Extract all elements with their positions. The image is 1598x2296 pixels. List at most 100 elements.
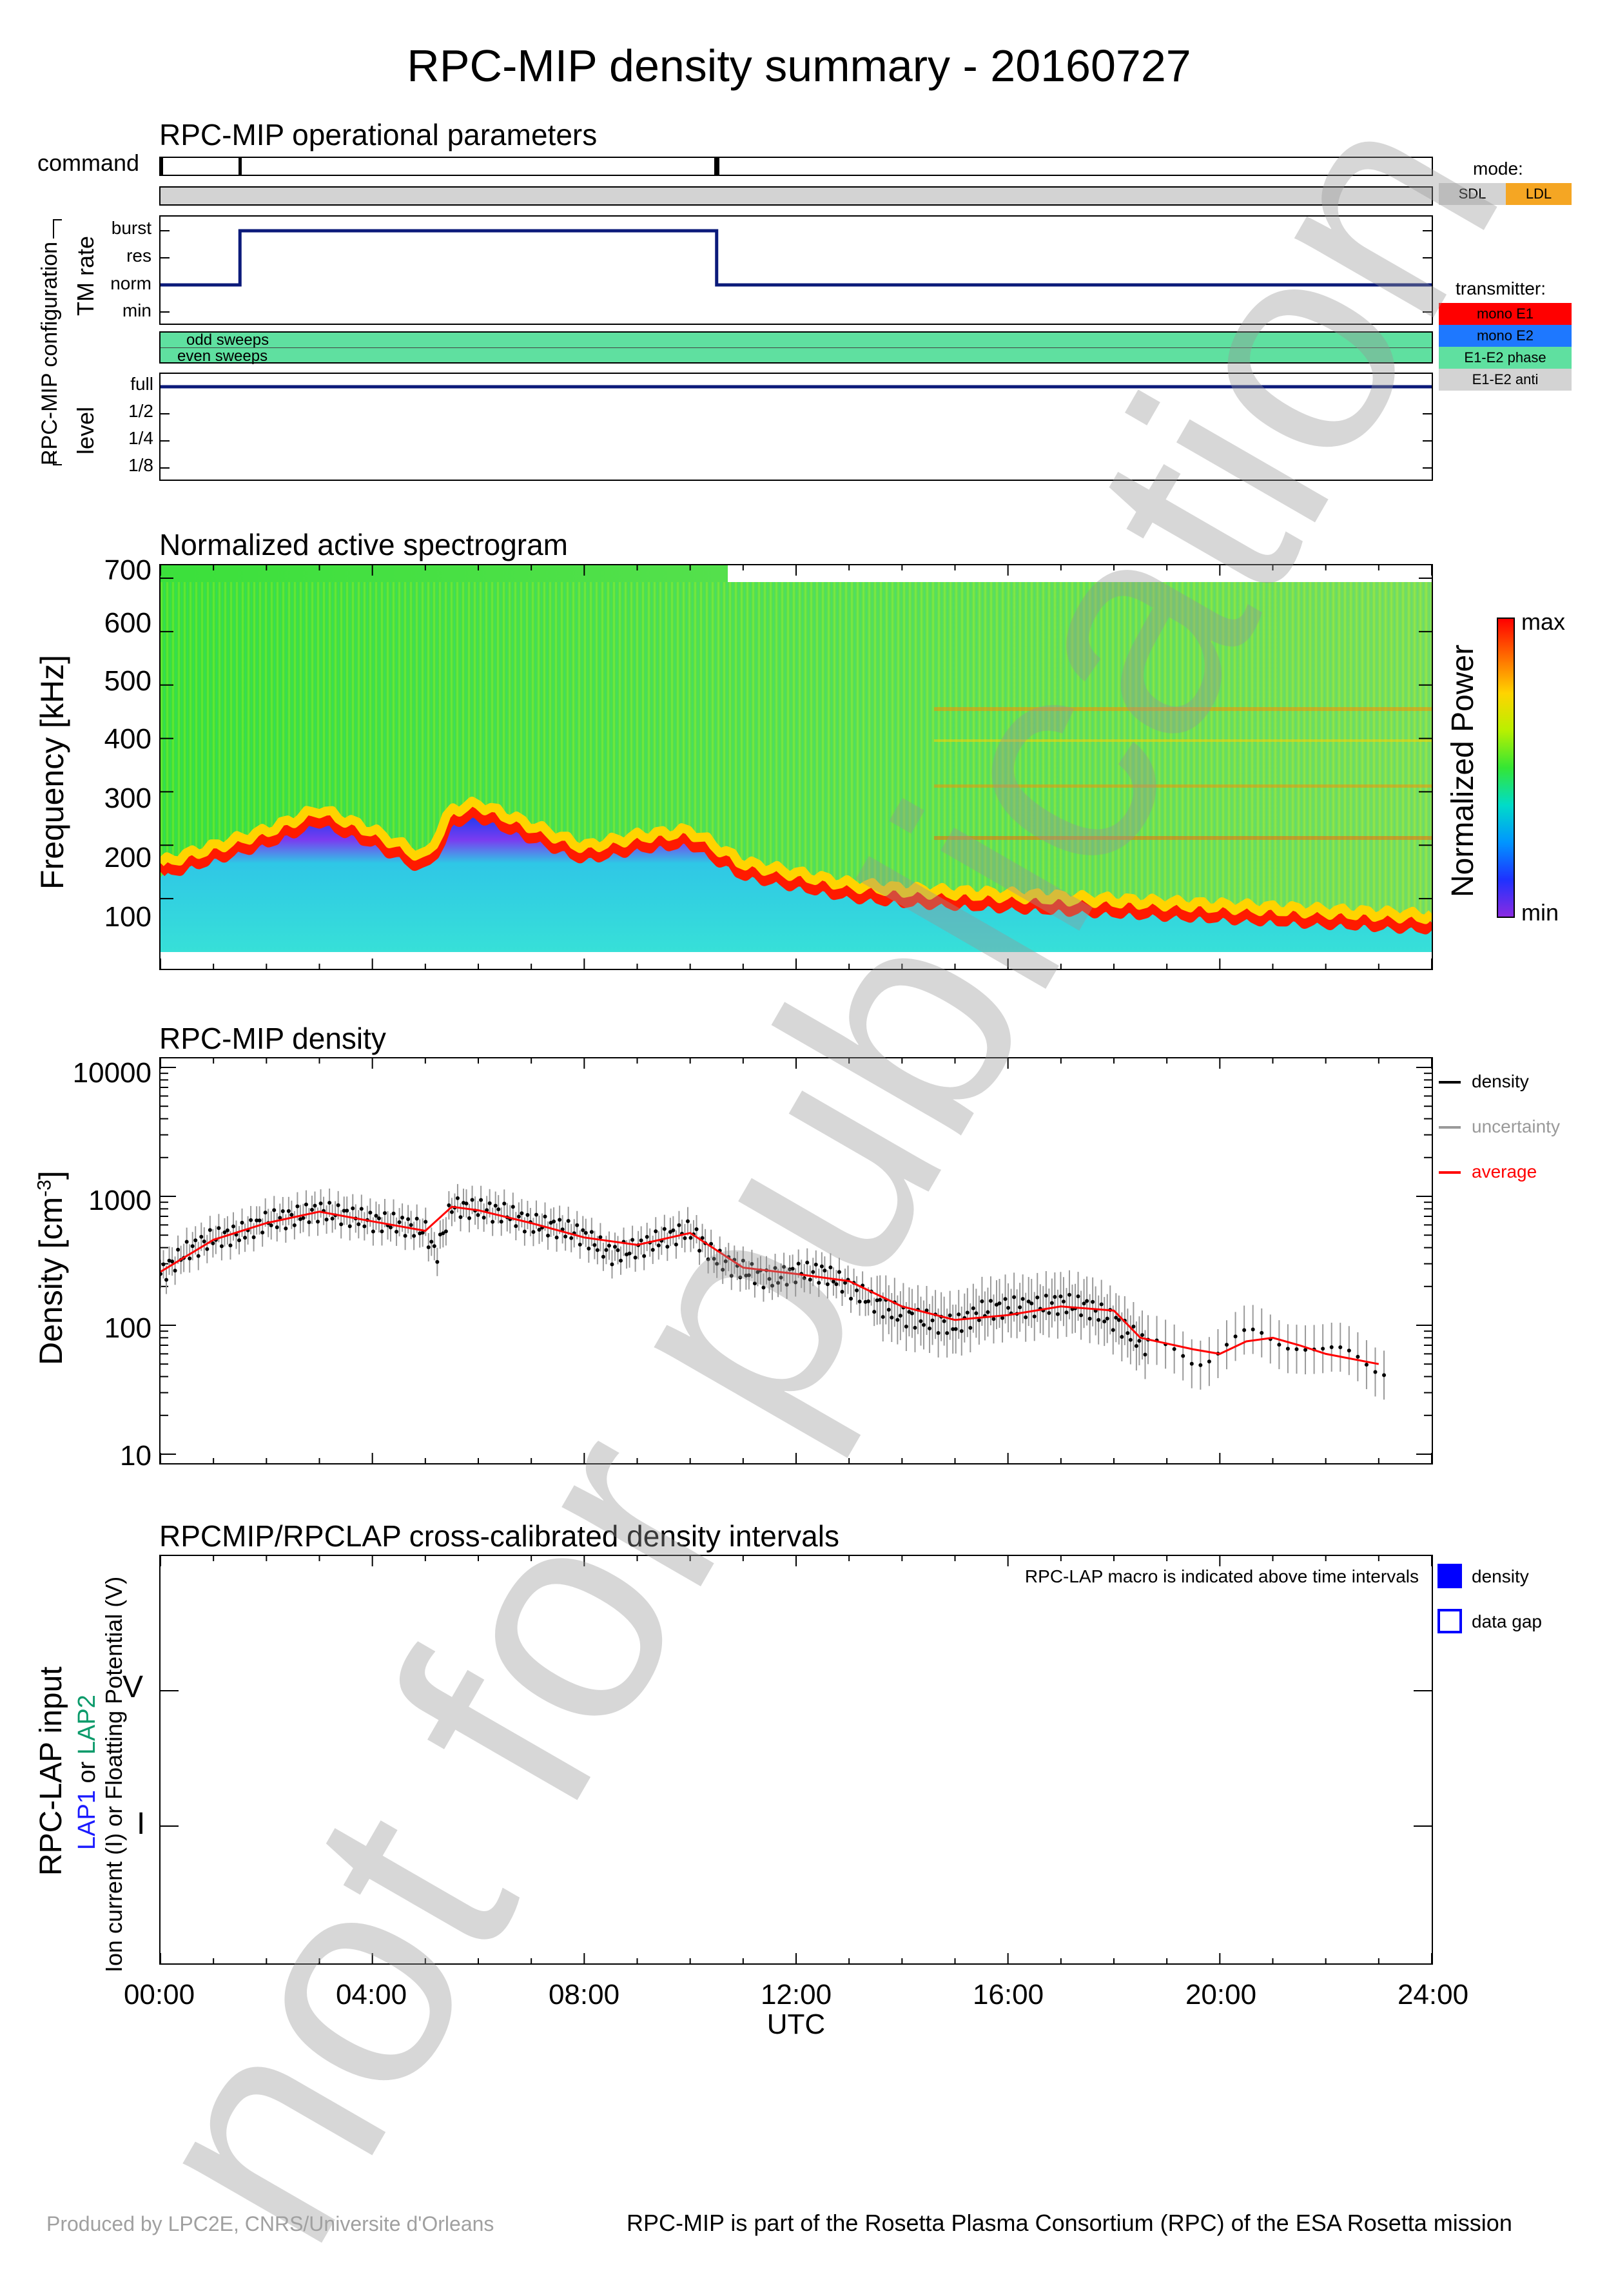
spectrogram-plasma-line: [161, 804, 1432, 935]
density-point: [470, 1198, 474, 1202]
legend-uncertainty-swatch: [1439, 1126, 1461, 1129]
density-point: [945, 1331, 950, 1336]
footer-credit: Produced by LPC2E, CNRS/Universite d'Orl…: [46, 2212, 494, 2235]
density-point: [592, 1243, 597, 1247]
density-point: [709, 1241, 714, 1246]
density-point: [231, 1224, 235, 1229]
panel4-title: RPCMIP/RPCLAP cross-calibrated density i…: [159, 1519, 839, 1553]
density-point: [243, 1236, 248, 1240]
density-point: [968, 1325, 973, 1330]
x-tick: 04:00: [335, 1979, 407, 2010]
density-point: [665, 1245, 670, 1249]
density-point: [697, 1249, 702, 1253]
density-point: [318, 1202, 323, 1206]
density-point: [295, 1204, 300, 1209]
density-point: [211, 1241, 215, 1245]
density-point: [313, 1203, 317, 1208]
density-point: [910, 1311, 914, 1316]
density-point: [549, 1220, 553, 1225]
density-point: [1096, 1318, 1101, 1322]
density-point: [767, 1277, 772, 1281]
density-point: [866, 1299, 871, 1303]
density-point: [374, 1214, 378, 1218]
density-point: [499, 1220, 503, 1224]
density-point: [1105, 1316, 1109, 1321]
density-point: [1198, 1363, 1203, 1367]
legend-lap-density-label: density: [1472, 1566, 1529, 1586]
density-point: [625, 1252, 629, 1257]
density-point: [205, 1247, 209, 1251]
density-point: [1120, 1335, 1124, 1339]
density-point: [391, 1211, 396, 1216]
density-point: [1140, 1333, 1144, 1338]
density-point: [578, 1242, 582, 1247]
density-point: [589, 1230, 594, 1234]
density-point: [531, 1230, 536, 1234]
density-point: [432, 1244, 436, 1249]
density-point: [263, 1211, 268, 1215]
legend-average-swatch: [1439, 1171, 1461, 1174]
density-point: [654, 1229, 658, 1234]
density-point: [301, 1216, 306, 1220]
density-point: [566, 1219, 570, 1223]
density-tick: 10: [120, 1440, 151, 1472]
density-point: [1102, 1319, 1107, 1324]
density-point: [988, 1299, 993, 1303]
density-point: [1347, 1348, 1351, 1353]
density-point: [619, 1258, 623, 1263]
density-point: [1079, 1313, 1084, 1318]
density-point: [257, 1218, 262, 1223]
density-point: [1064, 1310, 1069, 1315]
panel1-title: RPC-MIP operational parameters: [159, 118, 598, 151]
density-point: [371, 1229, 375, 1234]
density-point: [1018, 1305, 1022, 1310]
density-point: [761, 1285, 766, 1290]
density-point: [974, 1311, 979, 1316]
density-point: [598, 1235, 603, 1240]
density-point: [849, 1296, 853, 1301]
density-point: [496, 1207, 501, 1212]
density-point: [1285, 1347, 1290, 1351]
tm-level-label: norm: [110, 273, 151, 293]
colorbar: [1497, 618, 1515, 918]
density-point: [520, 1211, 524, 1216]
legend-density-box: [1437, 1564, 1462, 1588]
density-point: [674, 1242, 678, 1247]
density-point: [1137, 1339, 1142, 1343]
density-point: [881, 1315, 885, 1319]
density-point: [414, 1216, 419, 1221]
density-point: [438, 1232, 442, 1237]
freq-tick: 100: [104, 901, 151, 933]
density-point: [1061, 1299, 1066, 1304]
spectrogram-low-region: [161, 815, 1432, 952]
density-point: [782, 1265, 786, 1269]
colorbar-max-label: max: [1521, 608, 1566, 635]
density-point: [1233, 1334, 1238, 1339]
density-point: [936, 1330, 940, 1335]
density-point: [368, 1211, 373, 1215]
density-point: [543, 1214, 547, 1219]
density-point: [351, 1206, 355, 1211]
density-point: [284, 1226, 288, 1231]
density-point: [327, 1200, 332, 1205]
density-point: [948, 1313, 952, 1318]
density-point: [1114, 1316, 1118, 1320]
density-point: [278, 1216, 282, 1220]
density-point: [755, 1270, 760, 1274]
density-point: [493, 1203, 498, 1208]
level-tick: 1/2: [128, 401, 153, 421]
density-point: [991, 1317, 996, 1321]
density-point: [583, 1231, 588, 1235]
lap-level-i: I: [137, 1807, 146, 1841]
density-point: [825, 1282, 830, 1287]
density-point: [706, 1257, 710, 1261]
density-point: [959, 1328, 964, 1333]
density-point: [688, 1236, 693, 1240]
density-point: [534, 1212, 538, 1217]
density-point: [511, 1205, 515, 1209]
density-point: [924, 1308, 929, 1312]
density-point: [275, 1225, 279, 1229]
mode-ldl: LDL: [1506, 183, 1572, 205]
density-point: [482, 1215, 486, 1220]
density-point: [1181, 1354, 1185, 1358]
